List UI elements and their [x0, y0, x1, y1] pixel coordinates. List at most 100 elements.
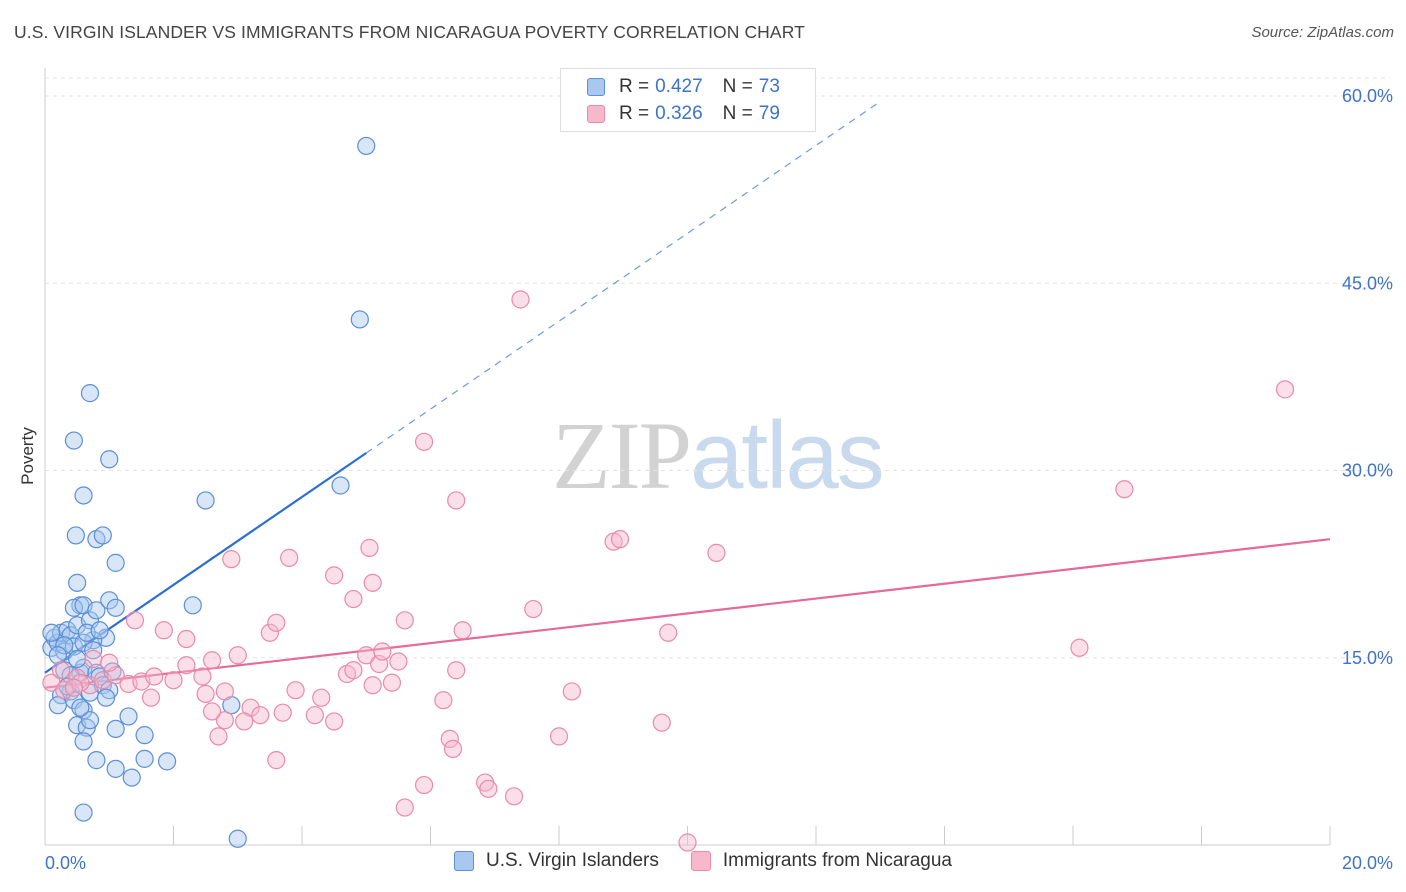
point-nicaragua — [222, 550, 241, 569]
point-nicaragua — [64, 678, 84, 697]
point-nicaragua — [373, 642, 392, 661]
point-nicaragua — [389, 652, 408, 671]
point-virgin-islanders — [68, 573, 87, 592]
point-virgin-islanders — [48, 646, 67, 665]
point-nicaragua — [395, 611, 414, 630]
bottom-legend-label: Immigrants from Nicaragua — [722, 850, 952, 871]
point-nicaragua — [286, 681, 305, 700]
y-axis-title: Poverty — [18, 427, 37, 485]
point-virgin-islanders — [68, 649, 87, 669]
y-tick-label: 60.0% — [1342, 86, 1393, 106]
bottom-legend-nicaragua: Immigrants from Nicaragua — [690, 850, 952, 872]
point-nicaragua — [154, 621, 173, 640]
trend-line-virgin-islanders-extension — [365, 100, 881, 454]
bottom-swatch-pink — [690, 851, 711, 871]
point-virgin-islanders — [80, 384, 100, 403]
point-nicaragua — [312, 688, 331, 707]
point-virgin-islanders — [42, 623, 61, 642]
point-nicaragua — [202, 702, 222, 721]
series-virgin-islanders — [42, 136, 376, 848]
tick-labels: 15.0% 30.0% 45.0% 60.0% 0.0% 20.0% — [45, 86, 1393, 873]
axes — [44, 68, 1331, 846]
point-nicaragua — [177, 656, 196, 675]
point-nicaragua — [273, 703, 292, 722]
legend: R = 0.427 N = 73 R = 0.326 N = 79 — [560, 68, 816, 132]
point-virgin-islanders — [135, 726, 154, 745]
point-nicaragua — [414, 775, 434, 795]
point-virgin-islanders — [183, 596, 202, 615]
point-nicaragua — [562, 682, 581, 701]
point-nicaragua — [141, 688, 161, 707]
point-virgin-islanders — [74, 701, 93, 720]
point-virgin-islanders — [106, 719, 125, 739]
point-nicaragua — [193, 667, 212, 686]
point-nicaragua — [363, 676, 382, 695]
point-nicaragua — [228, 646, 247, 665]
point-virgin-islanders — [87, 751, 106, 770]
point-nicaragua — [251, 706, 270, 725]
trend-line-virgin-islanders — [44, 452, 367, 674]
point-virgin-islanders — [350, 310, 369, 329]
point-nicaragua — [382, 673, 402, 692]
point-nicaragua — [202, 651, 222, 670]
point-nicaragua — [260, 623, 279, 642]
point-nicaragua — [453, 621, 472, 640]
point-virgin-islanders — [96, 688, 116, 707]
legend-row-nicaragua: R = 0.326 N = 79 — [587, 101, 780, 127]
point-nicaragua — [1275, 380, 1295, 399]
legend-n-label: N = — [722, 103, 753, 124]
point-nicaragua — [414, 432, 434, 451]
point-virgin-islanders — [74, 803, 93, 822]
point-virgin-islanders — [122, 768, 141, 787]
point-nicaragua — [360, 538, 379, 557]
point-virgin-islanders — [55, 636, 74, 655]
legend-n-value: 73 — [758, 76, 780, 97]
legend-r-value: 0.326 — [655, 103, 703, 124]
y-tick-label: 45.0% — [1342, 273, 1393, 293]
point-nicaragua — [100, 653, 119, 672]
point-virgin-islanders — [66, 526, 85, 545]
legend-swatch-pink — [587, 105, 605, 123]
point-virgin-islanders — [135, 749, 154, 768]
point-nicaragua — [280, 548, 299, 567]
watermark: ZIPatlas — [552, 400, 885, 511]
point-virgin-islanders — [106, 553, 125, 572]
point-nicaragua — [177, 629, 196, 649]
point-virgin-islanders — [106, 759, 125, 778]
trend-lines — [44, 100, 1331, 689]
legend-r-label: R = — [619, 76, 650, 97]
point-virgin-islanders — [93, 526, 112, 545]
point-nicaragua — [652, 713, 671, 732]
point-nicaragua — [363, 573, 382, 592]
point-nicaragua — [549, 727, 569, 746]
x-tick-label: 0.0% — [45, 853, 86, 873]
point-virgin-islanders — [58, 621, 77, 640]
bottom-legend-virgin-islanders: U.S. Virgin Islanders — [454, 850, 659, 872]
point-nicaragua — [267, 613, 286, 632]
point-nicaragua — [267, 751, 286, 770]
bottom-legend: U.S. Virgin Islanders Immigrants from Ni… — [0, 850, 1406, 872]
point-virgin-islanders — [90, 621, 109, 640]
point-virgin-islanders — [100, 591, 119, 610]
legend-r-label: R = — [619, 103, 650, 124]
point-nicaragua — [344, 589, 363, 609]
point-nicaragua — [1115, 480, 1134, 499]
bottom-swatch-blue — [454, 851, 475, 871]
point-nicaragua — [659, 623, 678, 642]
point-nicaragua — [707, 543, 726, 562]
legend-swatch-blue — [587, 78, 605, 96]
trend-line-nicaragua — [44, 538, 1331, 689]
point-nicaragua — [305, 706, 324, 725]
series-nicaragua — [42, 290, 1295, 852]
legend-row-virgin-islanders: R = 0.427 N = 73 — [587, 74, 780, 100]
point-virgin-islanders — [71, 698, 90, 717]
point-nicaragua — [325, 566, 344, 585]
chart-title: U.S. VIRGIN ISLANDER VS IMMIGRANTS FROM … — [14, 22, 805, 42]
point-nicaragua — [504, 787, 524, 806]
point-virgin-islanders — [74, 633, 93, 652]
point-nicaragua — [447, 491, 466, 510]
point-nicaragua — [524, 599, 543, 619]
x-tick-label: 20.0% — [1342, 853, 1393, 873]
point-nicaragua — [440, 729, 459, 748]
bottom-legend-label: U.S. Virgin Islanders — [486, 850, 659, 871]
